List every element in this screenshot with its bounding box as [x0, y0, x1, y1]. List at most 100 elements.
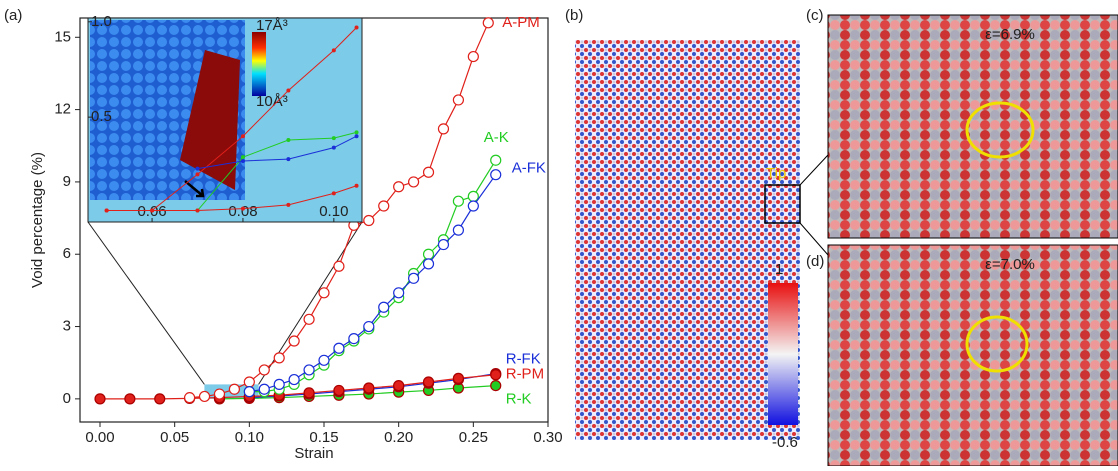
point: [452, 94, 465, 106]
point: [363, 320, 375, 333]
inset-point: [286, 138, 291, 143]
point: [378, 301, 390, 313]
point: [303, 364, 315, 376]
inset-x-tick-label: 0.10: [319, 203, 348, 220]
strain-label: ε=7.0%: [985, 256, 1035, 273]
inset-point: [150, 208, 155, 213]
y-tick-label: 6: [63, 245, 71, 262]
inset-point: [195, 208, 200, 213]
zoom-box: [764, 184, 801, 224]
inset-point: [240, 134, 245, 139]
series-label: R-PM: [506, 366, 544, 383]
point: [318, 287, 330, 299]
point: [393, 287, 405, 299]
point: [333, 342, 345, 354]
colorbar-min: -0.6: [772, 434, 798, 451]
point: [452, 224, 465, 236]
colorbar-max: 1: [775, 261, 783, 278]
series-label: R-FK: [506, 351, 541, 368]
point: [288, 335, 300, 347]
inset-point: [331, 136, 336, 141]
point: [437, 123, 450, 135]
point: [422, 258, 435, 270]
x-axis-label: Strain: [294, 445, 333, 462]
point: [393, 380, 405, 392]
inset-point: [331, 48, 336, 53]
x-tick-label: 0.15: [309, 429, 338, 446]
point: [378, 200, 390, 212]
point: [422, 166, 435, 178]
point: [467, 190, 479, 202]
atom-image: [575, 40, 800, 440]
inset-point: [354, 25, 359, 30]
inset-point: [104, 208, 109, 213]
point: [363, 214, 375, 227]
inset-point: [240, 206, 245, 211]
inset-point: [331, 145, 336, 150]
series-label: A-FK: [512, 160, 546, 177]
colorbar-label: 17Å³: [256, 17, 288, 34]
point: [198, 390, 211, 403]
inset-y-tick-label: 0.5: [91, 108, 112, 125]
panel-b: 1 -0.6 Tip (b): [565, 7, 829, 451]
inset-point: [240, 158, 245, 163]
colorbar-label: 10Å³: [256, 93, 288, 110]
panel-c: ε=6.9% (c): [806, 7, 1118, 239]
main-chart: 0.00 0.05 0.10 0.15 0.20 0.25 0.30 0 3 6 9 12 15 Stra…: [29, 14, 563, 462]
y-tick-label: 0: [63, 390, 71, 407]
panel-d: ε=7.0% (d): [806, 244, 1118, 467]
y-tick-label: 9: [63, 173, 71, 190]
highlight-ellipse: [965, 101, 1035, 159]
inset-point: [240, 155, 245, 160]
point: [490, 154, 502, 166]
point: [154, 393, 166, 405]
point: [124, 393, 136, 405]
point: [363, 382, 375, 394]
y-tick-label: 3: [63, 318, 71, 335]
point: [333, 260, 345, 272]
zoom-line: [87, 221, 205, 385]
point: [243, 386, 255, 398]
x-tick-label: 0.20: [384, 429, 413, 446]
point: [348, 332, 360, 345]
point: [258, 364, 270, 376]
y-tick-label: 15: [54, 28, 71, 45]
x-tick-label: 0.10: [235, 429, 264, 446]
series-line: [219, 385, 496, 400]
point: [258, 383, 270, 395]
point: [452, 372, 465, 384]
point: [452, 195, 465, 207]
inset-point: [195, 166, 200, 171]
point: [333, 384, 345, 397]
point: [288, 373, 300, 386]
inset-x-tick-label: 0.08: [228, 203, 257, 220]
inset-point: [331, 191, 336, 196]
point: [467, 50, 479, 63]
point: [490, 169, 502, 181]
point: [94, 393, 106, 405]
inset-y-tick-label: 1.0: [91, 13, 112, 30]
zoom-line: [799, 154, 829, 186]
point: [213, 388, 226, 400]
series-label: A-K: [484, 129, 509, 146]
series-label: A-PM: [502, 14, 540, 31]
point: [303, 387, 315, 399]
point: [243, 376, 255, 388]
point: [490, 380, 502, 392]
point: [482, 17, 494, 29]
point: [422, 248, 435, 260]
highlight-ellipse: [965, 315, 1029, 373]
atom-image: [827, 14, 1118, 239]
point: [303, 313, 315, 325]
inset-atom-cluster: [180, 50, 240, 190]
inset-arrow: [184, 180, 205, 198]
panel-label: (a): [4, 7, 22, 24]
point: [318, 354, 330, 366]
point: [408, 176, 420, 188]
panel-label: (d): [806, 253, 824, 270]
point: [273, 378, 285, 390]
point: [490, 369, 502, 381]
y-axis-label: Void percentage (%): [29, 152, 46, 288]
